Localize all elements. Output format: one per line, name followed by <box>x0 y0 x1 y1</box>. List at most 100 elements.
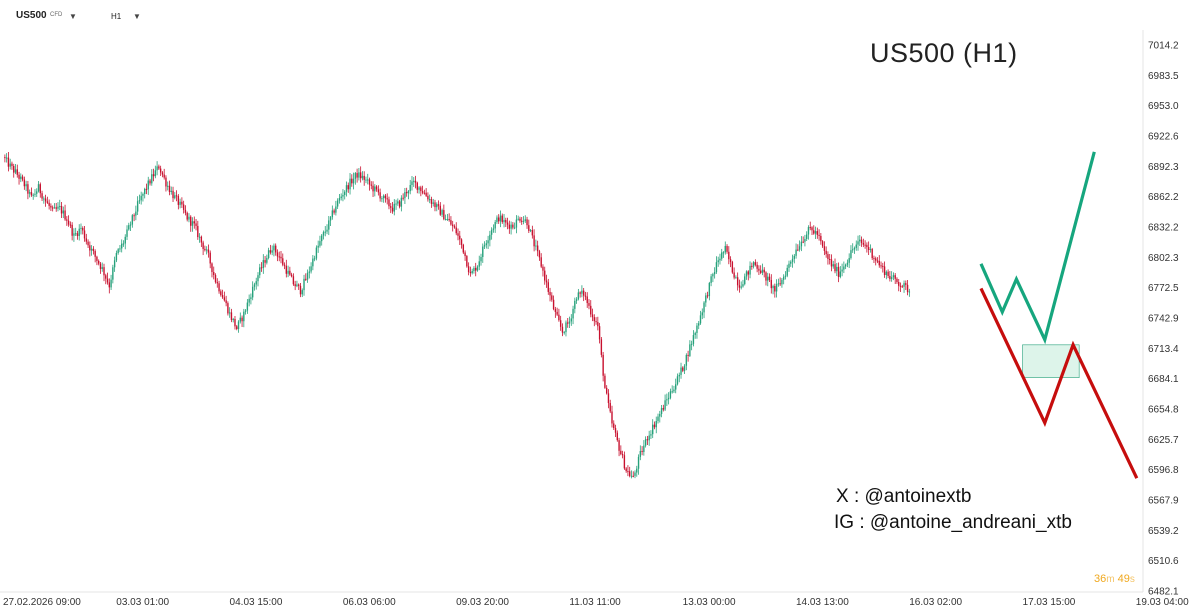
candle-body <box>682 367 684 371</box>
candle-body <box>887 271 889 276</box>
candle-body <box>630 475 633 477</box>
candle-body <box>621 454 624 456</box>
candle-body <box>363 175 365 180</box>
y-tick-label: 6539.2 <box>1148 526 1179 537</box>
candle-body <box>244 310 247 312</box>
candle-body <box>57 206 59 209</box>
candle-body <box>867 247 870 250</box>
candle-body <box>467 266 470 273</box>
candle-body <box>890 277 893 280</box>
candle-body <box>772 286 774 289</box>
candle-body <box>825 250 827 255</box>
candle-body <box>664 400 666 410</box>
candle-body <box>490 229 493 235</box>
candle-body <box>423 192 426 194</box>
candle-body <box>894 275 896 279</box>
candle-body <box>209 252 211 264</box>
candle-body <box>860 239 863 243</box>
candle-body <box>395 203 397 205</box>
chart-title: US500 (H1) <box>870 38 1018 68</box>
candle-body <box>230 312 233 320</box>
candle-body <box>779 283 781 285</box>
symbol-label[interactable]: US500 <box>16 10 47 21</box>
candle-body <box>678 374 680 377</box>
candle-body <box>579 292 581 294</box>
candle-body <box>903 283 905 287</box>
candle-body <box>558 314 560 321</box>
candle-body <box>382 195 385 199</box>
candle-body <box>144 188 146 195</box>
y-tick-label: 6802.3 <box>1148 253 1179 264</box>
candle-body <box>121 243 123 249</box>
candle-body <box>768 276 771 281</box>
candle-body <box>404 192 406 199</box>
candle-body <box>685 354 688 366</box>
y-tick-label: 7014.2 <box>1148 41 1179 52</box>
candle-body <box>34 193 36 195</box>
candle-body <box>710 276 712 283</box>
candle-body <box>712 274 714 277</box>
candle-body <box>299 285 302 295</box>
candle-body <box>848 258 850 263</box>
candle-body <box>191 221 194 226</box>
candle-body <box>896 278 898 283</box>
candle-body <box>522 220 525 222</box>
candle-body <box>344 191 346 195</box>
candle-body <box>381 198 383 200</box>
candle-body <box>820 235 822 242</box>
candle-body <box>315 247 318 259</box>
candle-body <box>790 261 792 264</box>
candle-body <box>255 281 257 285</box>
candle-body <box>23 179 26 187</box>
candle-body <box>570 318 572 322</box>
timeframe-dropdown-chevron-down-icon[interactable]: ▼ <box>133 12 141 21</box>
candle-body <box>301 290 303 295</box>
candle-body <box>347 185 349 190</box>
candle-body <box>777 283 780 285</box>
candle-body <box>662 408 665 410</box>
candle-body <box>418 187 420 190</box>
candle-body <box>804 238 806 242</box>
candle-body <box>692 335 695 344</box>
candle-body <box>427 195 429 200</box>
candle-body <box>547 282 549 292</box>
candle-body <box>168 185 171 193</box>
candle-body <box>526 219 528 226</box>
candle-body <box>735 277 737 279</box>
candle-body <box>444 219 447 221</box>
candle-body <box>9 163 11 167</box>
candle-body <box>377 189 380 193</box>
candle-body <box>805 234 808 239</box>
candle-body <box>266 258 268 263</box>
candle-body <box>197 225 199 238</box>
symbol-type-label: CFD <box>50 12 63 18</box>
candle-body <box>234 318 236 327</box>
candle-body <box>214 274 217 283</box>
candle-body <box>110 279 112 288</box>
candle-body <box>478 261 480 267</box>
candle-body <box>21 176 24 180</box>
candle-body <box>243 311 245 322</box>
candle-body <box>142 194 144 196</box>
symbol-dropdown-chevron-down-icon[interactable]: ▼ <box>69 12 77 21</box>
candle-body <box>140 195 142 201</box>
candle-body <box>728 251 730 260</box>
candle-body <box>473 267 475 272</box>
y-tick-label: 6482.1 <box>1148 587 1179 598</box>
candle-body <box>551 295 553 300</box>
candle-body <box>857 241 859 245</box>
candle-body <box>834 264 836 272</box>
candle-body <box>577 292 580 300</box>
candle-body <box>476 266 479 271</box>
candle-body <box>512 224 514 228</box>
candle-body <box>89 245 91 251</box>
candle-body <box>289 270 291 275</box>
candle-body <box>483 245 486 247</box>
candle-body <box>595 321 597 323</box>
candle-body <box>262 260 265 268</box>
candle-body <box>634 472 636 476</box>
candle-body <box>264 260 266 263</box>
timeframe-label[interactable]: H1 <box>111 12 122 21</box>
candle-body <box>784 275 787 277</box>
